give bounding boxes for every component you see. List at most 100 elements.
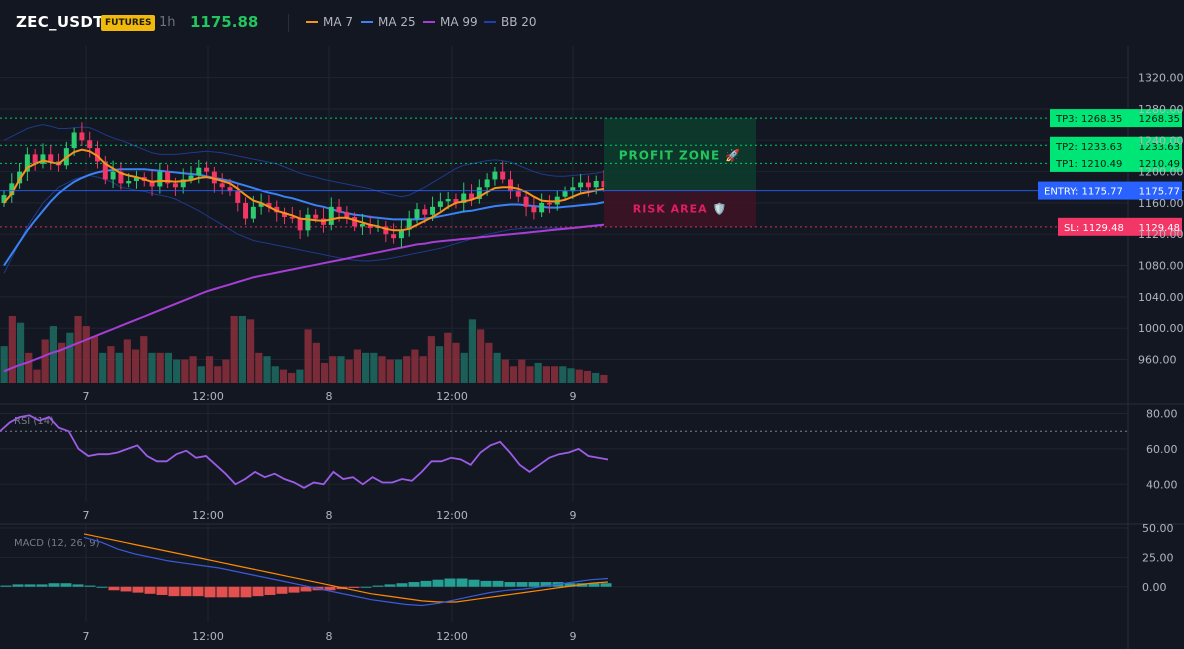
volume-bar bbox=[33, 369, 41, 383]
candle-body bbox=[546, 202, 552, 205]
volume-bar bbox=[181, 359, 189, 383]
macd-histogram-bar bbox=[180, 586, 192, 597]
macd-histogram-bar bbox=[252, 586, 264, 597]
candle-body bbox=[344, 212, 350, 218]
candle-body bbox=[570, 187, 576, 192]
macd-histogram-bar bbox=[48, 583, 60, 587]
level-label-text: TP1: 1210.49 bbox=[1055, 159, 1122, 170]
macd-histogram-bar bbox=[276, 586, 288, 594]
legend-label: BB 20 bbox=[501, 15, 537, 29]
macd-histogram-bar bbox=[420, 580, 432, 587]
volume-bar bbox=[99, 352, 107, 383]
legend-swatch bbox=[306, 21, 318, 23]
rsi-panel[interactable]: RSI (14) bbox=[0, 414, 1128, 489]
volume-bar bbox=[173, 359, 181, 383]
candle-body bbox=[305, 214, 311, 231]
time-tick-label: 12:00 bbox=[436, 390, 468, 403]
candle-body bbox=[266, 202, 272, 207]
candle-body bbox=[484, 179, 490, 188]
macd-histogram-bar bbox=[348, 586, 360, 588]
candle-body bbox=[282, 212, 288, 218]
candle-body bbox=[453, 199, 459, 203]
candle-body bbox=[289, 217, 295, 219]
volume-bar bbox=[90, 336, 99, 383]
macd-histogram-bar bbox=[204, 586, 216, 598]
candle-body bbox=[71, 132, 77, 149]
legend-ma7[interactable]: MA 7 bbox=[306, 15, 353, 29]
macd-histogram-bar bbox=[300, 586, 312, 592]
volume-bar bbox=[575, 369, 583, 383]
macd-histogram-bar bbox=[132, 586, 144, 593]
time-tick-label: 9 bbox=[570, 509, 577, 522]
candle-body bbox=[328, 206, 334, 225]
candle-body bbox=[593, 181, 599, 188]
macd-histogram-bar bbox=[168, 586, 180, 597]
legend-swatch bbox=[423, 21, 435, 23]
macd-histogram-bar bbox=[408, 582, 420, 587]
macd-panel[interactable]: MACD (12, 26, 9) bbox=[0, 533, 612, 607]
volume-bar bbox=[148, 352, 156, 383]
volume-bar bbox=[518, 359, 526, 383]
candle-body bbox=[258, 202, 264, 207]
level-label-text: ENTRY: 1175.77 bbox=[1044, 187, 1123, 198]
time-tick-label: 9 bbox=[570, 390, 577, 403]
macd-tick-label: 25.00 bbox=[1142, 551, 1174, 564]
volume-bar bbox=[435, 346, 444, 383]
candle-body bbox=[562, 191, 568, 197]
macd-histogram-bar bbox=[432, 579, 444, 587]
bb-upper-line bbox=[3, 124, 605, 198]
volume-bar bbox=[263, 356, 271, 383]
volume-bar bbox=[189, 356, 197, 383]
timeframe-label[interactable]: 1h bbox=[159, 15, 176, 30]
volume-bar bbox=[509, 366, 518, 383]
volume-bar bbox=[403, 356, 411, 383]
volume-bar bbox=[559, 366, 567, 383]
volume-bar bbox=[131, 349, 140, 383]
profit-zone bbox=[604, 118, 756, 191]
volume-bar bbox=[411, 349, 419, 383]
candle-body bbox=[157, 171, 163, 187]
macd-histogram-bar bbox=[156, 586, 168, 595]
volume-bar bbox=[205, 356, 214, 383]
volume-bar bbox=[378, 356, 386, 383]
candle-body bbox=[367, 224, 373, 228]
time-tick-label: 12:00 bbox=[436, 630, 468, 643]
volume-bar bbox=[222, 359, 230, 383]
level-label-box bbox=[1058, 217, 1182, 236]
ma7-line bbox=[3, 148, 605, 232]
macd-histogram-bar bbox=[444, 578, 456, 587]
header-divider bbox=[288, 14, 289, 32]
candle-body bbox=[313, 214, 319, 219]
legend-label: MA 7 bbox=[323, 15, 354, 29]
volume-bar bbox=[583, 370, 592, 383]
macd-line bbox=[83, 536, 609, 607]
volume-bar bbox=[296, 369, 304, 383]
volume-bar bbox=[74, 316, 82, 383]
candle-body bbox=[1, 195, 7, 203]
candle-body bbox=[196, 167, 202, 176]
level-label-box bbox=[1050, 136, 1182, 155]
macd-histogram-bar bbox=[360, 586, 372, 588]
legend-label: MA 25 bbox=[378, 15, 416, 29]
risk-zone-label: RISK AREA 🛡️ bbox=[633, 203, 727, 216]
candle-body bbox=[359, 224, 365, 227]
macd-histogram-bar bbox=[264, 586, 276, 595]
candle-body bbox=[422, 209, 428, 215]
symbol-title[interactable]: ZEC_USDT bbox=[16, 13, 104, 31]
price-panel[interactable]: PROFIT ZONE 🚀 RISK AREA 🛡️ TP3: 1268.35 126… bbox=[0, 109, 1184, 383]
volume-bar bbox=[337, 356, 345, 383]
candle-body bbox=[507, 179, 513, 192]
legend-ma25[interactable]: MA 25 bbox=[361, 15, 416, 29]
candle-body bbox=[9, 183, 15, 196]
legend-bb20[interactable]: BB 20 bbox=[484, 15, 537, 29]
legend-label: MA 99 bbox=[440, 15, 478, 29]
legend-ma99[interactable]: MA 99 bbox=[423, 15, 478, 29]
macd-histogram-bar bbox=[240, 586, 252, 598]
volume-bar bbox=[123, 339, 131, 383]
level-label-text: SL: 1129.48 bbox=[1064, 223, 1124, 234]
macd-histogram-bar bbox=[504, 582, 516, 587]
price-tick-label: 960.00 bbox=[1138, 354, 1177, 367]
candle-body bbox=[133, 177, 139, 182]
volume-bar bbox=[526, 366, 534, 383]
